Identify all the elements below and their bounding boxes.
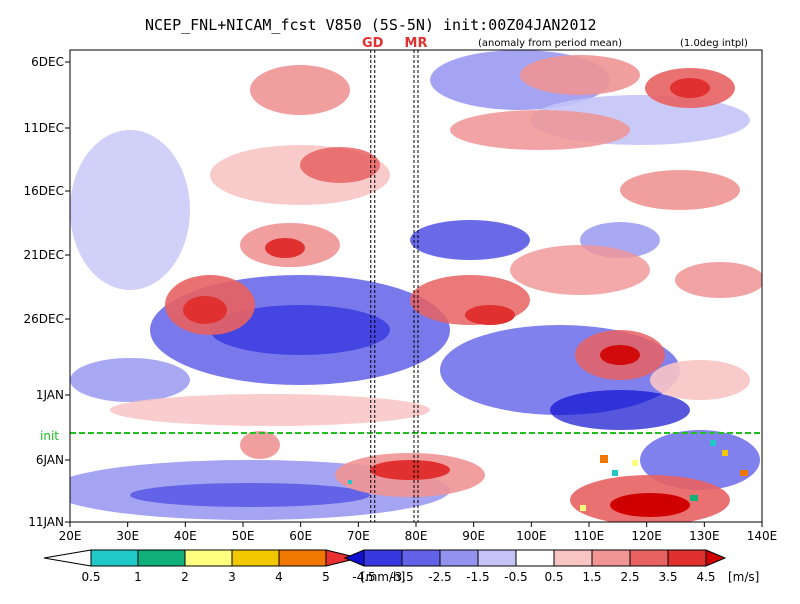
x-tick-label: 30E	[116, 529, 139, 543]
colorbar-label: 2.5	[620, 570, 639, 584]
colorbar-segment	[137, 549, 186, 567]
x-tick-label: 50E	[232, 529, 255, 543]
colorbar-label: 4.5	[696, 570, 715, 584]
colorbar-segment	[591, 549, 631, 567]
y-tick-label: 6DEC	[31, 55, 64, 69]
plot-area	[69, 49, 763, 523]
colorbar-segment	[515, 549, 555, 567]
colorbar-label: -4.5	[352, 570, 375, 584]
y-tick-label: 16DEC	[24, 184, 64, 198]
colorbar-unit: [m/s]	[728, 570, 759, 584]
colorbar-segment	[363, 549, 403, 567]
marker-labels: GD MR	[362, 36, 427, 51]
init-label: init	[40, 429, 59, 443]
colorbar-precipitation: 0.5 1 2 3 4 5 [mm/h]	[43, 549, 405, 584]
chart-title: NCEP_FNL+NICAM_fcst V850 (5S-5N) init:00…	[145, 16, 597, 34]
marker-label: GD	[362, 36, 384, 51]
chart-subtitle: (anomaly from period mean)	[478, 38, 622, 49]
x-tick-label: 70E	[347, 529, 370, 543]
y-tick-label: 21DEC	[24, 248, 64, 262]
x-tick-label: 130E	[689, 529, 720, 543]
colorbar-label: 3	[228, 570, 236, 584]
colorbar-segment	[43, 549, 92, 567]
y-tick-label: 1JAN	[36, 388, 64, 402]
x-tick-label: 110E	[574, 529, 605, 543]
x-tick-label: 80E	[405, 529, 428, 543]
colorbar-label: -3.5	[390, 570, 413, 584]
x-axis: 20E 30E 40E 50E 60E 70E 80E 90E 100E 110E 120E 130E…	[59, 522, 778, 543]
colorbar-label: 5	[322, 570, 330, 584]
x-tick-label: 100E	[516, 529, 547, 543]
anomaly-field	[70, 50, 762, 522]
colorbar-segment	[629, 549, 669, 567]
marker-lines	[370, 50, 419, 522]
colorbar-wind: -4.5 -3.5 -2.5 -1.5 -0.5 0.5 1.5 2.5 3.5 4.5 [m/s]	[343, 549, 759, 584]
colorbar-segment	[278, 549, 327, 567]
colorbar-label: 1	[134, 570, 142, 584]
colorbar-label: 4	[275, 570, 283, 584]
x-tick-label: 20E	[59, 529, 82, 543]
colorbar-label: 0.5	[81, 570, 100, 584]
colorbar-segment	[553, 549, 593, 567]
y-tick-label: 11JAN	[28, 515, 64, 529]
colorbar-segment	[325, 549, 360, 567]
colorbar-label: 2	[181, 570, 189, 584]
marker-label: MR	[405, 36, 428, 51]
colorbar-segment	[439, 549, 479, 567]
x-tick-label: 40E	[174, 529, 197, 543]
x-tick-label: 140E	[747, 529, 778, 543]
y-tick-label: 11DEC	[24, 121, 64, 135]
colorbar-segment	[705, 549, 727, 567]
colorbar-label: 0.5	[544, 570, 563, 584]
colorbar-segment	[90, 549, 139, 567]
colorbar-segment	[401, 549, 441, 567]
y-tick-label: 6JAN	[36, 453, 64, 467]
y-tick-label: 26DEC	[24, 312, 64, 326]
x-tick-label: 90E	[462, 529, 485, 543]
x-tick-label: 120E	[631, 529, 662, 543]
colorbar-label: -0.5	[504, 570, 527, 584]
colorbar-label: -1.5	[466, 570, 489, 584]
colorbar-unit: [mm/h]	[361, 570, 405, 584]
colorbar-segment	[184, 549, 233, 567]
colorbar-segment	[477, 549, 517, 567]
chart-note: (1.0deg intpl)	[680, 38, 748, 49]
colorbar-segment	[343, 549, 365, 567]
y-axis: 6DEC 11DEC 16DEC 21DEC 26DEC 1JAN 6JAN 11JAN	[24, 55, 70, 529]
colorbar-segment	[231, 549, 280, 567]
x-tick-label: 60E	[289, 529, 312, 543]
colorbar-label: 1.5	[582, 570, 601, 584]
colorbar-segment	[667, 549, 707, 567]
colorbar-label: 3.5	[658, 570, 677, 584]
colorbar-label: -2.5	[428, 570, 451, 584]
